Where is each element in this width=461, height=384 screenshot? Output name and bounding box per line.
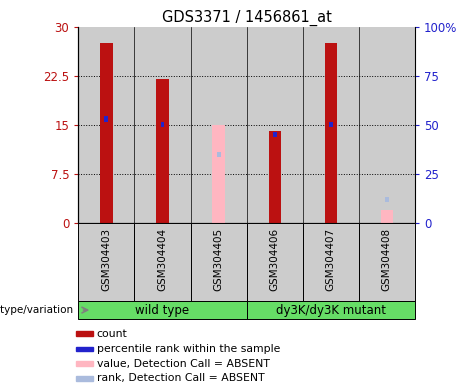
Text: GSM304406: GSM304406 [270,227,280,291]
Bar [247,223,303,301]
Bar [381,210,393,223]
Bar [135,223,190,301]
Bar [160,122,165,127]
Text: value, Detection Call = ABSENT: value, Detection Call = ABSENT [97,359,270,369]
Bar [359,27,415,223]
Bar [303,27,359,223]
Bar [135,27,190,223]
Bar [247,27,303,223]
Bar [76,376,94,381]
Text: wild type: wild type [136,304,189,316]
Bar [329,122,333,127]
Bar [78,223,135,301]
Text: genotype/variation: genotype/variation [0,305,74,315]
Bar [247,301,415,319]
Text: GSM304407: GSM304407 [326,227,336,291]
Bar [217,152,220,157]
Text: GSM304408: GSM304408 [382,227,392,291]
Text: count: count [97,329,127,339]
Bar [78,301,247,319]
Bar [325,43,337,223]
Bar [273,132,277,137]
Title: GDS3371 / 1456861_at: GDS3371 / 1456861_at [162,9,331,25]
Bar [190,223,247,301]
Bar [303,223,359,301]
Bar [385,197,389,202]
Bar [76,331,94,336]
Bar [100,43,112,223]
Bar [213,125,225,223]
Bar [76,346,94,351]
Bar [105,116,108,121]
Bar [190,27,247,223]
Text: rank, Detection Call = ABSENT: rank, Detection Call = ABSENT [97,374,264,384]
Bar [359,223,415,301]
Bar [156,79,169,223]
Text: GSM304405: GSM304405 [213,227,224,291]
Text: GSM304403: GSM304403 [101,227,112,291]
Text: percentile rank within the sample: percentile rank within the sample [97,344,280,354]
Bar [268,131,281,223]
Bar [76,361,94,366]
Text: dy3K/dy3K mutant: dy3K/dy3K mutant [276,304,386,316]
Bar [78,27,135,223]
Text: GSM304404: GSM304404 [158,227,167,291]
